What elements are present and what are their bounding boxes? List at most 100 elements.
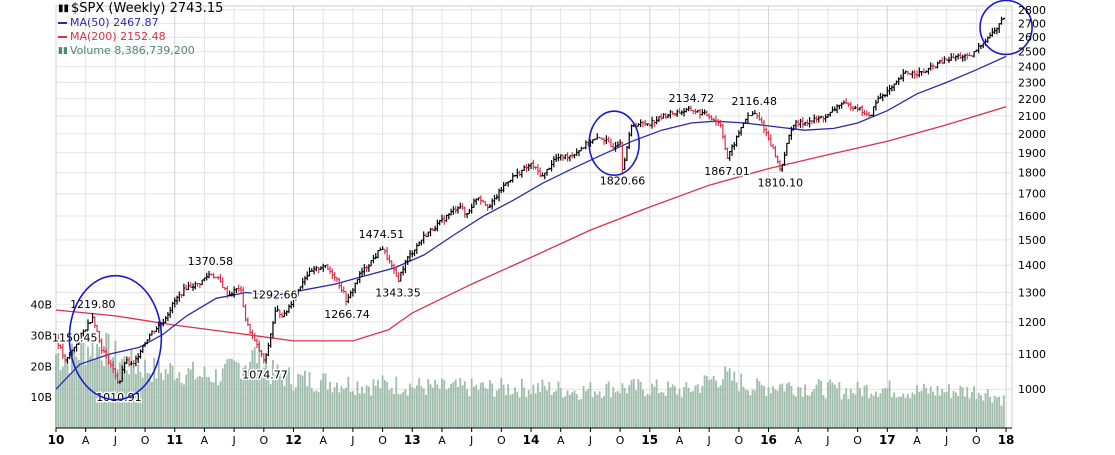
- volume-bar: [635, 390, 638, 428]
- volume-bar: [888, 380, 891, 428]
- volume-bar: [285, 369, 288, 428]
- volume-bar: [169, 363, 172, 428]
- volume-bar: [548, 381, 551, 428]
- volume-bar: [388, 389, 391, 428]
- volume-bar: [242, 367, 245, 428]
- volume-bar: [872, 395, 875, 428]
- volume-bar: [251, 350, 254, 428]
- volume-bar: [735, 382, 738, 428]
- volume-bar: [964, 396, 966, 428]
- volume-bar: [827, 382, 829, 428]
- volume-bar: [148, 373, 151, 428]
- volume-bar: [153, 357, 156, 428]
- volume-bar: [470, 378, 473, 428]
- volume-bar: [281, 376, 284, 428]
- volume-bar: [767, 387, 770, 428]
- volume-bar: [941, 388, 944, 428]
- annotation-label: 1219.80: [70, 298, 116, 311]
- volume-bar: [653, 386, 656, 428]
- volume-bar: [96, 343, 99, 428]
- x-tick-label: J: [232, 434, 236, 447]
- volume-bar: [671, 384, 674, 428]
- highlight-circle: [588, 110, 640, 176]
- volume-bar: [703, 375, 706, 428]
- volume-bar: [409, 383, 411, 428]
- volume-bar: [308, 372, 311, 428]
- volume-bar: [377, 379, 379, 428]
- volume-bar: [463, 381, 466, 428]
- volume-bar: [543, 386, 546, 428]
- volume-bar: [756, 378, 759, 428]
- volume-bar: [662, 392, 665, 428]
- volume-bar: [498, 388, 500, 428]
- volume-bar: [614, 392, 617, 428]
- volume-bar: [936, 385, 939, 428]
- volume-bar: [799, 387, 802, 428]
- volume-bar: [422, 388, 425, 428]
- volume-bar: [155, 378, 158, 428]
- volume-bar: [790, 385, 793, 428]
- volume-bar: [135, 373, 137, 428]
- volume-bar: [589, 382, 592, 428]
- legend-volume: ▮▮ Volume 8,386,739,200: [58, 44, 223, 58]
- volume-bar: [584, 391, 587, 428]
- volume-bar: [349, 391, 352, 428]
- volume-bar: [536, 383, 539, 428]
- volume-bar: [989, 397, 991, 428]
- volume-bar: [934, 395, 937, 428]
- ma50-swatch: [58, 22, 67, 24]
- volume-bar: [788, 382, 791, 428]
- volume-bar: [484, 387, 487, 428]
- x-tick-label: J: [469, 434, 473, 447]
- price-tick-label: 2400: [1018, 61, 1046, 74]
- ma50-line-group: [55, 55, 1007, 390]
- volume-bar: [566, 390, 569, 428]
- volume-bar: [511, 393, 514, 428]
- volume-bar: [244, 365, 247, 428]
- volume-bar: [253, 347, 256, 428]
- volume-tick-label: 40B: [30, 299, 52, 312]
- volume-bar: [728, 368, 731, 428]
- price-annotation: 2116.48: [730, 94, 779, 110]
- volume-bar: [500, 378, 503, 428]
- volume-bar: [596, 394, 599, 428]
- volume-bar: [740, 373, 743, 428]
- volume-bar: [781, 383, 784, 428]
- volume-bar: [982, 400, 985, 428]
- volume-bar: [351, 391, 354, 428]
- volume-bar: [182, 384, 185, 428]
- volume-bar: [162, 379, 165, 428]
- volume-bar: [468, 396, 471, 428]
- volume-bar: [262, 367, 265, 428]
- volume-bar: [616, 391, 619, 428]
- volume-bar: [267, 372, 270, 428]
- price-tick-label: 1000: [1018, 383, 1046, 396]
- annotation-label: 1266.74: [324, 308, 370, 321]
- volume-bar: [578, 399, 580, 428]
- volume-bar: [201, 377, 204, 428]
- volume-bar: [765, 395, 768, 428]
- grid-layer: [55, 5, 1013, 429]
- highlight-circle: [68, 274, 163, 401]
- price-tick-label: 1900: [1018, 147, 1046, 160]
- x-tick-label: O: [853, 434, 862, 447]
- volume-bar: [763, 386, 765, 428]
- volume-bar: [573, 390, 576, 428]
- volume-bar: [493, 396, 496, 428]
- volume-bar: [858, 388, 861, 428]
- volume-bar: [884, 388, 886, 428]
- volume-bar: [900, 396, 902, 428]
- volume-bar: [801, 397, 804, 428]
- volume-bar: [961, 387, 964, 428]
- volume-bar: [552, 391, 555, 428]
- volume-bar: [431, 387, 434, 428]
- volume-bar: [228, 358, 231, 428]
- annotation-label: 1150.45: [52, 332, 98, 345]
- price-annotation: 1810.10: [756, 175, 805, 191]
- volume-bar: [726, 371, 729, 428]
- volume-bar: [258, 339, 261, 428]
- volume-bar: [842, 393, 845, 428]
- legend-ma50-label: MA(50) 2467.87: [70, 16, 159, 29]
- volume-bar: [395, 376, 398, 428]
- volume-bar: [338, 392, 341, 428]
